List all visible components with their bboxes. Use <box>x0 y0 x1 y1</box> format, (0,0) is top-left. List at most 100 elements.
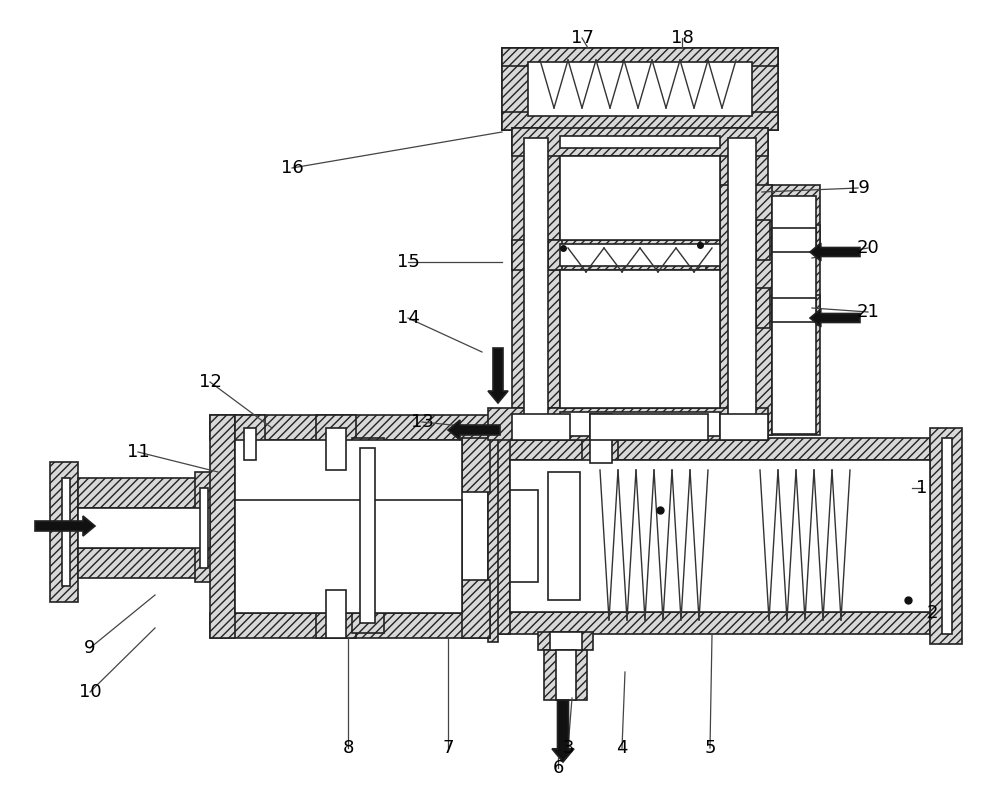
Polygon shape <box>210 613 490 638</box>
Polygon shape <box>512 128 560 438</box>
Polygon shape <box>720 414 768 440</box>
Polygon shape <box>448 420 500 440</box>
Polygon shape <box>772 298 816 322</box>
Polygon shape <box>510 582 538 612</box>
Polygon shape <box>528 62 752 116</box>
Polygon shape <box>560 270 720 408</box>
Text: 1: 1 <box>916 479 928 497</box>
Polygon shape <box>582 408 618 463</box>
Polygon shape <box>488 430 498 642</box>
Text: 9: 9 <box>84 639 96 657</box>
Polygon shape <box>512 240 768 270</box>
Polygon shape <box>316 415 356 470</box>
Polygon shape <box>462 438 490 492</box>
Text: 21: 21 <box>857 303 879 321</box>
Polygon shape <box>524 138 548 428</box>
Polygon shape <box>488 438 510 634</box>
Text: 6: 6 <box>552 759 564 777</box>
Polygon shape <box>502 48 778 66</box>
Polygon shape <box>560 136 720 148</box>
Polygon shape <box>810 243 860 261</box>
Polygon shape <box>706 240 720 270</box>
Text: 17: 17 <box>571 29 593 47</box>
Polygon shape <box>510 490 538 582</box>
Polygon shape <box>195 472 213 582</box>
Polygon shape <box>78 548 210 578</box>
Text: 18: 18 <box>671 29 693 47</box>
Polygon shape <box>720 185 772 435</box>
Text: 5: 5 <box>704 739 716 757</box>
Polygon shape <box>488 438 952 460</box>
Polygon shape <box>930 438 952 634</box>
Polygon shape <box>200 488 208 568</box>
Polygon shape <box>78 508 210 548</box>
Polygon shape <box>548 472 580 600</box>
Polygon shape <box>502 48 532 130</box>
Polygon shape <box>590 414 612 463</box>
Text: 2: 2 <box>926 604 938 622</box>
Polygon shape <box>50 462 78 602</box>
Text: 7: 7 <box>442 739 454 757</box>
Polygon shape <box>810 309 860 327</box>
Polygon shape <box>768 295 820 325</box>
Polygon shape <box>235 500 462 613</box>
Polygon shape <box>35 516 95 536</box>
Polygon shape <box>756 220 770 260</box>
Polygon shape <box>352 438 384 633</box>
Polygon shape <box>550 632 582 650</box>
Polygon shape <box>488 612 952 634</box>
Polygon shape <box>488 408 768 440</box>
Polygon shape <box>244 428 256 460</box>
Polygon shape <box>462 580 490 638</box>
Text: 11: 11 <box>127 443 149 461</box>
Text: 20: 20 <box>857 239 879 257</box>
Text: 14: 14 <box>397 309 419 327</box>
Polygon shape <box>512 408 768 440</box>
Polygon shape <box>556 650 576 700</box>
Polygon shape <box>510 460 930 612</box>
Polygon shape <box>326 590 346 638</box>
Polygon shape <box>748 48 778 130</box>
Polygon shape <box>512 128 768 156</box>
Polygon shape <box>235 440 462 613</box>
Polygon shape <box>560 244 720 266</box>
Polygon shape <box>756 288 770 328</box>
Polygon shape <box>548 240 562 270</box>
Text: 15: 15 <box>397 253 419 271</box>
Polygon shape <box>768 225 820 255</box>
Polygon shape <box>942 438 952 634</box>
Polygon shape <box>326 428 346 470</box>
Text: 13: 13 <box>411 413 433 431</box>
Polygon shape <box>552 700 574 762</box>
Polygon shape <box>930 428 962 644</box>
Polygon shape <box>210 415 490 440</box>
Polygon shape <box>772 228 816 252</box>
Polygon shape <box>538 632 593 650</box>
Text: 8: 8 <box>342 739 354 757</box>
Text: 19: 19 <box>847 179 869 197</box>
Polygon shape <box>590 414 708 440</box>
Text: 3: 3 <box>562 739 574 757</box>
Text: 10: 10 <box>79 683 101 701</box>
Text: 4: 4 <box>616 739 628 757</box>
Polygon shape <box>768 185 820 435</box>
Polygon shape <box>510 460 538 490</box>
Polygon shape <box>502 48 778 130</box>
Polygon shape <box>488 348 508 403</box>
Polygon shape <box>235 415 265 460</box>
Polygon shape <box>502 112 778 130</box>
Polygon shape <box>560 412 720 436</box>
Polygon shape <box>536 460 591 612</box>
Polygon shape <box>316 580 356 638</box>
Polygon shape <box>78 478 210 508</box>
Polygon shape <box>728 138 756 428</box>
Polygon shape <box>560 156 720 240</box>
Polygon shape <box>544 650 587 700</box>
Text: 16: 16 <box>281 159 303 177</box>
Polygon shape <box>360 448 375 623</box>
Text: 12: 12 <box>199 373 221 391</box>
Polygon shape <box>720 128 768 438</box>
Polygon shape <box>512 414 570 440</box>
Polygon shape <box>210 415 235 638</box>
Polygon shape <box>772 196 816 434</box>
